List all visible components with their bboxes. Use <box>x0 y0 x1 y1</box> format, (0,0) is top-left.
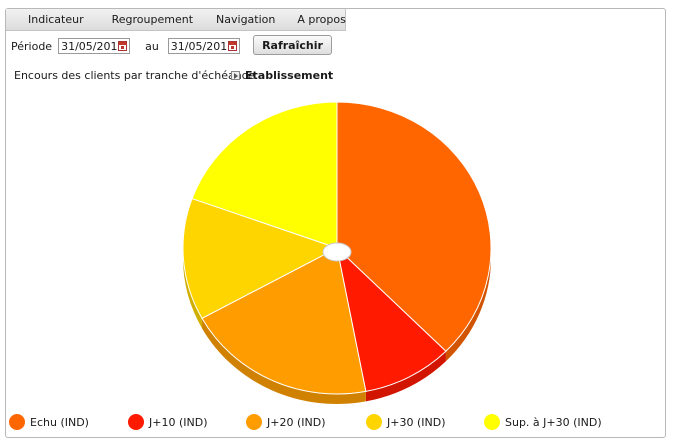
pie-slice-side <box>183 248 203 329</box>
period-filter: Période au <box>11 36 240 56</box>
periode-label: Période <box>11 39 53 53</box>
legend-label: Sup. à J+30 (IND) <box>505 415 602 429</box>
date-to-input[interactable] <box>170 39 227 53</box>
legend-label: Echu (IND) <box>30 415 89 429</box>
legend-swatch <box>246 414 262 430</box>
pie-slice-5[interactable] <box>191 101 338 249</box>
calendar-icon[interactable] <box>227 41 237 51</box>
pie-slice-side <box>445 248 491 362</box>
pie-slice-3[interactable] <box>201 247 367 395</box>
pie-slice-2[interactable] <box>336 246 447 392</box>
legend-swatch <box>128 414 144 430</box>
drilldown-arrow-icon[interactable] <box>231 71 240 80</box>
menu-bar: Indicateur Regroupement Navigation A pro… <box>6 9 346 31</box>
menu-a-propos[interactable]: A propos <box>297 13 346 26</box>
etablissement-link[interactable]: Etablissement <box>231 69 333 82</box>
calendar-icon[interactable] <box>118 41 128 51</box>
pie-slice-side <box>202 318 366 404</box>
legend-item[interactable]: Echu (IND) <box>9 414 89 430</box>
legend-label: J+20 (IND) <box>267 415 326 429</box>
pie-slice-side <box>365 351 446 402</box>
legend-item[interactable]: Sup. à J+30 (IND) <box>484 414 602 430</box>
menu-regroupement[interactable]: Regroupement <box>111 13 194 26</box>
menu-navigation[interactable]: Navigation <box>216 13 276 26</box>
chart-subtitle: Encours des clients par tranche d'échéan… <box>14 69 255 82</box>
refresh-button[interactable]: Rafraîchir <box>253 35 332 55</box>
legend-swatch <box>366 414 382 430</box>
pie-slice-4[interactable] <box>182 197 339 320</box>
legend-label: J+30 (IND) <box>387 415 446 429</box>
date-to-field[interactable] <box>167 38 240 54</box>
legend-swatch <box>484 414 500 430</box>
legend-item[interactable]: J+10 (IND) <box>128 414 207 430</box>
date-from-input[interactable] <box>61 39 118 53</box>
legend-item[interactable]: J+30 (IND) <box>366 414 445 430</box>
date-from-field[interactable] <box>58 38 131 54</box>
chart-legend: Echu (IND) J+10 (IND) J+20 (IND) J+30 (IND)… <box>9 414 649 432</box>
pie-slice-1[interactable] <box>336 101 492 352</box>
pie-center-hole <box>322 242 352 262</box>
legend-swatch <box>9 414 25 430</box>
legend-item[interactable]: J+20 (IND) <box>246 414 325 430</box>
menu-indicateur[interactable]: Indicateur <box>28 13 84 26</box>
legend-label: J+10 (IND) <box>149 415 208 429</box>
au-label: au <box>145 39 159 53</box>
etablissement-label: Etablissement <box>245 69 334 82</box>
